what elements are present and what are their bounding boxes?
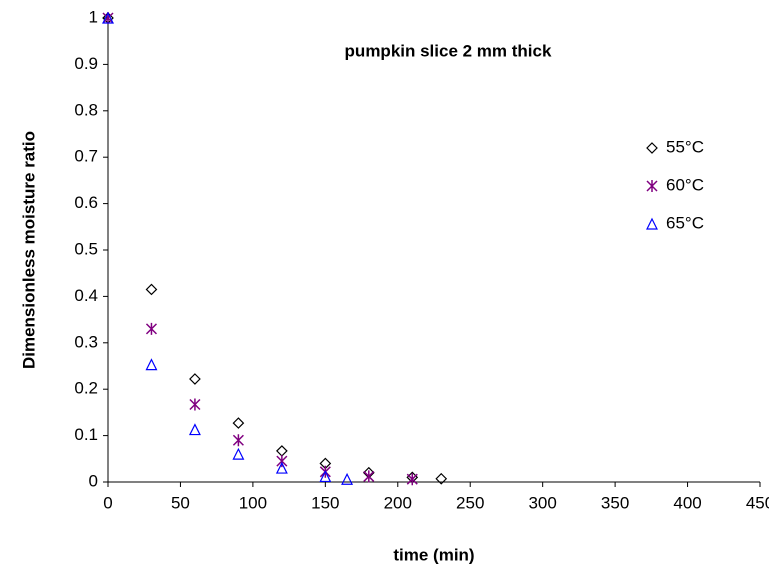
- legend-label: 65°C: [666, 213, 704, 232]
- point: [276, 445, 288, 457]
- point: [232, 447, 245, 460]
- y-tick-label: 0.5: [74, 239, 98, 258]
- legend-marker: [646, 142, 658, 154]
- y-tick-label: 0: [89, 471, 98, 490]
- point: [341, 472, 354, 485]
- y-tick-label: 0.9: [74, 54, 98, 73]
- point: [363, 470, 375, 483]
- x-tick-label: 100: [239, 493, 267, 512]
- x-tick-label: 400: [673, 493, 701, 512]
- x-tick-label: 250: [456, 493, 484, 512]
- point: [189, 373, 201, 385]
- x-tick-label: 350: [601, 493, 629, 512]
- legend-label: 60°C: [666, 175, 704, 194]
- point: [102, 11, 114, 24]
- point: [145, 322, 157, 335]
- y-tick-label: 1: [89, 7, 98, 26]
- y-tick-label: 0.2: [74, 379, 98, 398]
- y-tick-label: 0.3: [74, 332, 98, 351]
- x-tick-label: 0: [103, 493, 112, 512]
- legend-label: 55°C: [666, 137, 704, 156]
- point: [188, 423, 201, 436]
- legend-marker: [646, 180, 658, 192]
- chart-title: pumpkin slice 2 mm thick: [345, 41, 552, 60]
- point: [145, 283, 158, 296]
- y-tick-label: 0.8: [74, 100, 98, 119]
- y-tick-label: 0.7: [74, 147, 98, 166]
- x-tick-label: 50: [171, 493, 190, 512]
- x-axis-label: time (min): [393, 545, 474, 564]
- y-tick-label: 0.6: [74, 193, 98, 212]
- point: [145, 358, 158, 371]
- point: [319, 470, 332, 483]
- point: [189, 398, 201, 411]
- point: [276, 455, 288, 468]
- point: [232, 434, 244, 447]
- x-tick-label: 150: [311, 493, 339, 512]
- y-tick-label: 0.1: [74, 425, 98, 444]
- point: [232, 417, 245, 429]
- point: [275, 461, 288, 474]
- legend-marker: [646, 217, 658, 230]
- point: [406, 473, 418, 486]
- x-tick-label: 450: [746, 493, 769, 512]
- x-tick-label: 200: [384, 493, 412, 512]
- x-tick-label: 300: [528, 493, 556, 512]
- y-tick-label: 0.4: [74, 286, 98, 305]
- y-axis-label: Dimensionless moisture ratio: [19, 131, 38, 369]
- point: [435, 472, 448, 485]
